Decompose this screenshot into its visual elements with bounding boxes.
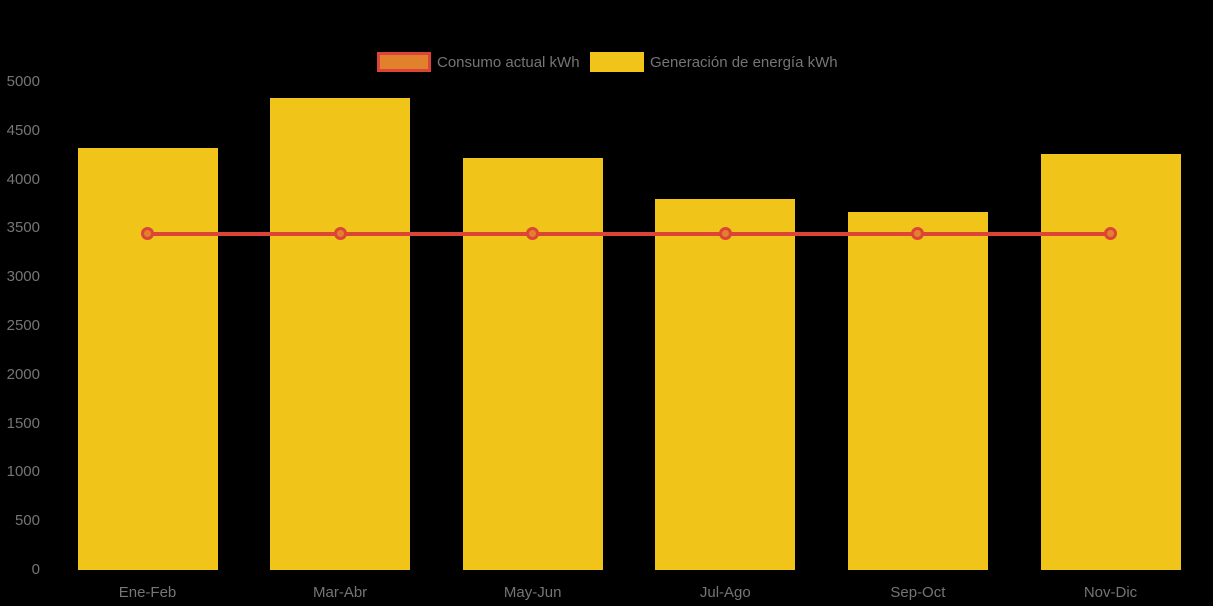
y-axis-tick-label: 1000 (6, 463, 40, 481)
y-axis-tick-label: 5000 (6, 73, 40, 90)
x-axis-category-label: Mar-Abr (313, 584, 368, 601)
y-axis-tick-label: 0 (31, 561, 40, 578)
line-segment (340, 231, 533, 236)
bar[interactable] (270, 97, 411, 570)
line-point-marker[interactable] (1104, 227, 1117, 241)
y-axis-tick-label: 2000 (6, 365, 40, 383)
x-axis-category-label: May-Jun (503, 584, 562, 601)
line-point-marker[interactable] (141, 227, 154, 241)
y-axis-tick-label: 3000 (6, 268, 40, 286)
bar[interactable] (1040, 153, 1181, 570)
y-axis-tick-label: 3500 (6, 219, 40, 237)
bar[interactable] (847, 211, 988, 570)
y-axis-tick-label: 4000 (6, 170, 40, 188)
x-axis-category-label: Jul-Ago (699, 584, 751, 601)
legend-label-generacion: Generación de energía kWh (650, 54, 838, 71)
bar[interactable] (655, 199, 796, 570)
x-axis-category-label: Ene-Feb (118, 584, 177, 601)
chart-legend: Consumo actual kWh Generación de energía… (0, 0, 1213, 80)
line-segment (917, 231, 1111, 236)
y-axis-tick-label: 2500 (6, 317, 40, 334)
x-axis-category-label: Sep-Oct (890, 584, 946, 601)
line-point-marker[interactable] (911, 227, 925, 241)
legend-swatch-consumo-icon (377, 52, 431, 72)
legend-swatch-generacion-icon (590, 52, 644, 72)
y-axis-tick-label: 1500 (6, 414, 40, 432)
line-segment (147, 231, 341, 236)
y-axis-tick-label: 4500 (6, 121, 40, 139)
y-axis-tick-label: 500 (14, 512, 40, 530)
bar[interactable] (462, 158, 603, 570)
line-segment (532, 231, 726, 236)
line-point-marker[interactable] (333, 227, 347, 241)
line-point-marker[interactable] (526, 227, 540, 241)
line-segment (725, 231, 918, 236)
legend-label-consumo: Consumo actual kWh (437, 54, 580, 71)
bar[interactable] (77, 147, 218, 570)
line-point-marker[interactable] (718, 227, 732, 241)
x-axis-category-label: Nov-Dic (1083, 584, 1138, 601)
